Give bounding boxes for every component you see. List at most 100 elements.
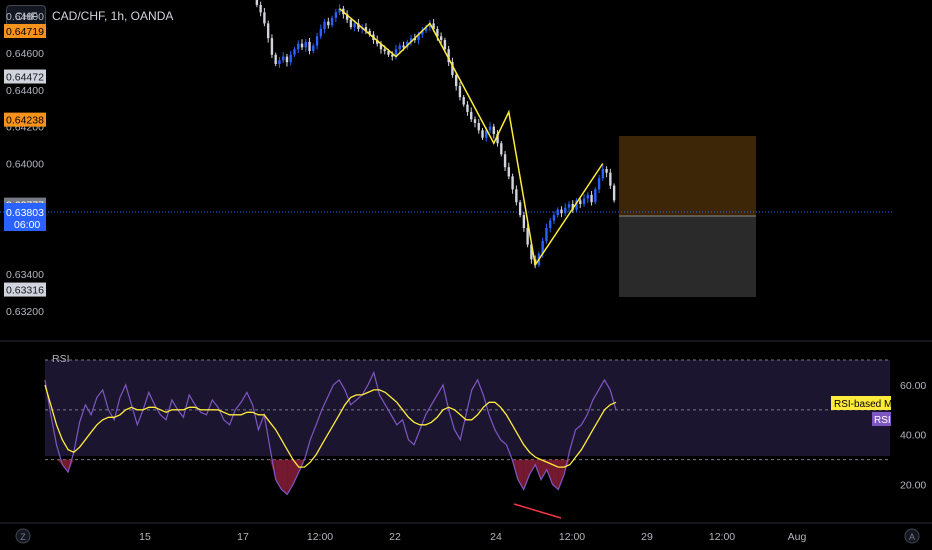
candle-body bbox=[492, 126, 495, 135]
candle-body bbox=[458, 86, 462, 98]
candle-body bbox=[357, 23, 360, 29]
candle-body bbox=[368, 30, 371, 35]
price-label: 0.63316 bbox=[6, 285, 44, 297]
time-tick-label: 12:00 bbox=[709, 531, 735, 543]
candle-body bbox=[481, 130, 484, 138]
countdown-label: 06:00 bbox=[14, 219, 40, 231]
rsi-tick-label: 40.00 bbox=[900, 430, 926, 442]
price-tick-label: 0.64000 bbox=[6, 159, 44, 171]
candle-body bbox=[496, 134, 499, 144]
candle-body bbox=[364, 27, 368, 31]
candle-body bbox=[289, 54, 292, 63]
price-label-box bbox=[4, 112, 46, 127]
candle-body bbox=[451, 62, 454, 76]
candle-body bbox=[594, 189, 597, 203]
price-label: 0.64472 bbox=[6, 72, 44, 84]
candle-body bbox=[327, 21, 330, 26]
rsi-pane-label: RSI bbox=[52, 353, 70, 365]
candle-body bbox=[312, 45, 315, 52]
candle-body bbox=[424, 27, 428, 31]
oversold-fill bbox=[546, 459, 553, 485]
oversold-fill bbox=[523, 459, 530, 490]
candle-body bbox=[323, 21, 326, 29]
candle-body bbox=[443, 40, 447, 50]
oversold-fill bbox=[541, 459, 547, 480]
candle-body bbox=[409, 38, 413, 42]
candle-body bbox=[270, 38, 274, 55]
candle-body bbox=[315, 36, 319, 46]
price-label-box bbox=[4, 69, 46, 84]
oversold-fill bbox=[558, 459, 565, 490]
candle-body bbox=[500, 143, 503, 155]
price-label: 0.64719 bbox=[6, 26, 44, 38]
candle-body bbox=[526, 228, 529, 245]
candle-body bbox=[387, 51, 390, 55]
oversold-fill bbox=[517, 459, 524, 490]
candle-body bbox=[266, 23, 270, 39]
candle-body bbox=[579, 200, 582, 205]
candle-body bbox=[376, 40, 379, 44]
candle-body bbox=[432, 23, 435, 29]
oversold-fill bbox=[269, 459, 276, 480]
candle-body bbox=[470, 111, 473, 120]
zigzag-pattern bbox=[339, 8, 604, 267]
candle-body bbox=[552, 215, 556, 221]
candle-body bbox=[417, 34, 420, 41]
candle-body bbox=[601, 169, 605, 179]
candle-body bbox=[391, 54, 394, 57]
rsi-badge: RSI bbox=[874, 415, 891, 426]
candle-body bbox=[605, 169, 608, 173]
candle-body bbox=[560, 209, 563, 214]
candle-body bbox=[582, 198, 586, 205]
candle-body bbox=[488, 126, 492, 131]
candle-body bbox=[473, 119, 477, 123]
candle-body bbox=[383, 49, 386, 52]
rsi-ma-line bbox=[44, 384, 617, 468]
candle-body bbox=[564, 207, 567, 214]
rsi-line bbox=[44, 370, 617, 496]
candle-body bbox=[330, 17, 334, 26]
candle-body bbox=[353, 23, 356, 28]
candle-body bbox=[548, 220, 552, 229]
candle-body bbox=[462, 97, 465, 105]
price-label: 0.64238 bbox=[6, 115, 44, 127]
candle-body bbox=[282, 56, 285, 61]
time-tick-label: 15 bbox=[139, 531, 151, 543]
candle-body bbox=[522, 215, 526, 229]
rsi-tick-label: 20.00 bbox=[900, 480, 926, 492]
candle-body bbox=[575, 200, 578, 210]
oversold-fill bbox=[62, 459, 69, 473]
candle-body bbox=[503, 154, 507, 168]
price-tick-label: 0.63400 bbox=[6, 269, 44, 281]
price-tick-label: 0.64400 bbox=[6, 85, 44, 97]
candle-body bbox=[402, 45, 405, 48]
rsi-ma-label: RSI-based MA bbox=[834, 399, 899, 410]
rsi-badge-box bbox=[872, 412, 891, 426]
divergence-line bbox=[513, 503, 562, 519]
candle-body bbox=[259, 5, 262, 13]
oversold-fill bbox=[564, 459, 570, 475]
candle-body bbox=[454, 75, 458, 87]
candle-body bbox=[515, 189, 518, 203]
candle-body bbox=[255, 0, 259, 6]
candle-body bbox=[345, 14, 349, 20]
candle-body bbox=[590, 194, 593, 203]
time-tick-label: 17 bbox=[237, 531, 249, 543]
z-button[interactable]: Z bbox=[20, 532, 26, 542]
candle-body bbox=[518, 202, 522, 216]
a-button-circle bbox=[904, 528, 920, 544]
time-tick-label: 12:00 bbox=[307, 531, 333, 543]
candle-body bbox=[308, 41, 311, 52]
oversold-fill bbox=[281, 459, 288, 495]
price-tick-label: 0.64600 bbox=[6, 48, 44, 60]
current-price-label: 0.63803 bbox=[6, 207, 44, 219]
oversold-fill bbox=[275, 459, 282, 490]
rsi-ma-label-box bbox=[831, 396, 891, 410]
candle-body bbox=[447, 49, 450, 63]
candle-body bbox=[609, 172, 612, 186]
current-price-box bbox=[4, 203, 46, 231]
a-button[interactable]: A bbox=[909, 532, 915, 542]
candle-body bbox=[597, 178, 601, 190]
time-tick-label: 22 bbox=[389, 531, 401, 543]
